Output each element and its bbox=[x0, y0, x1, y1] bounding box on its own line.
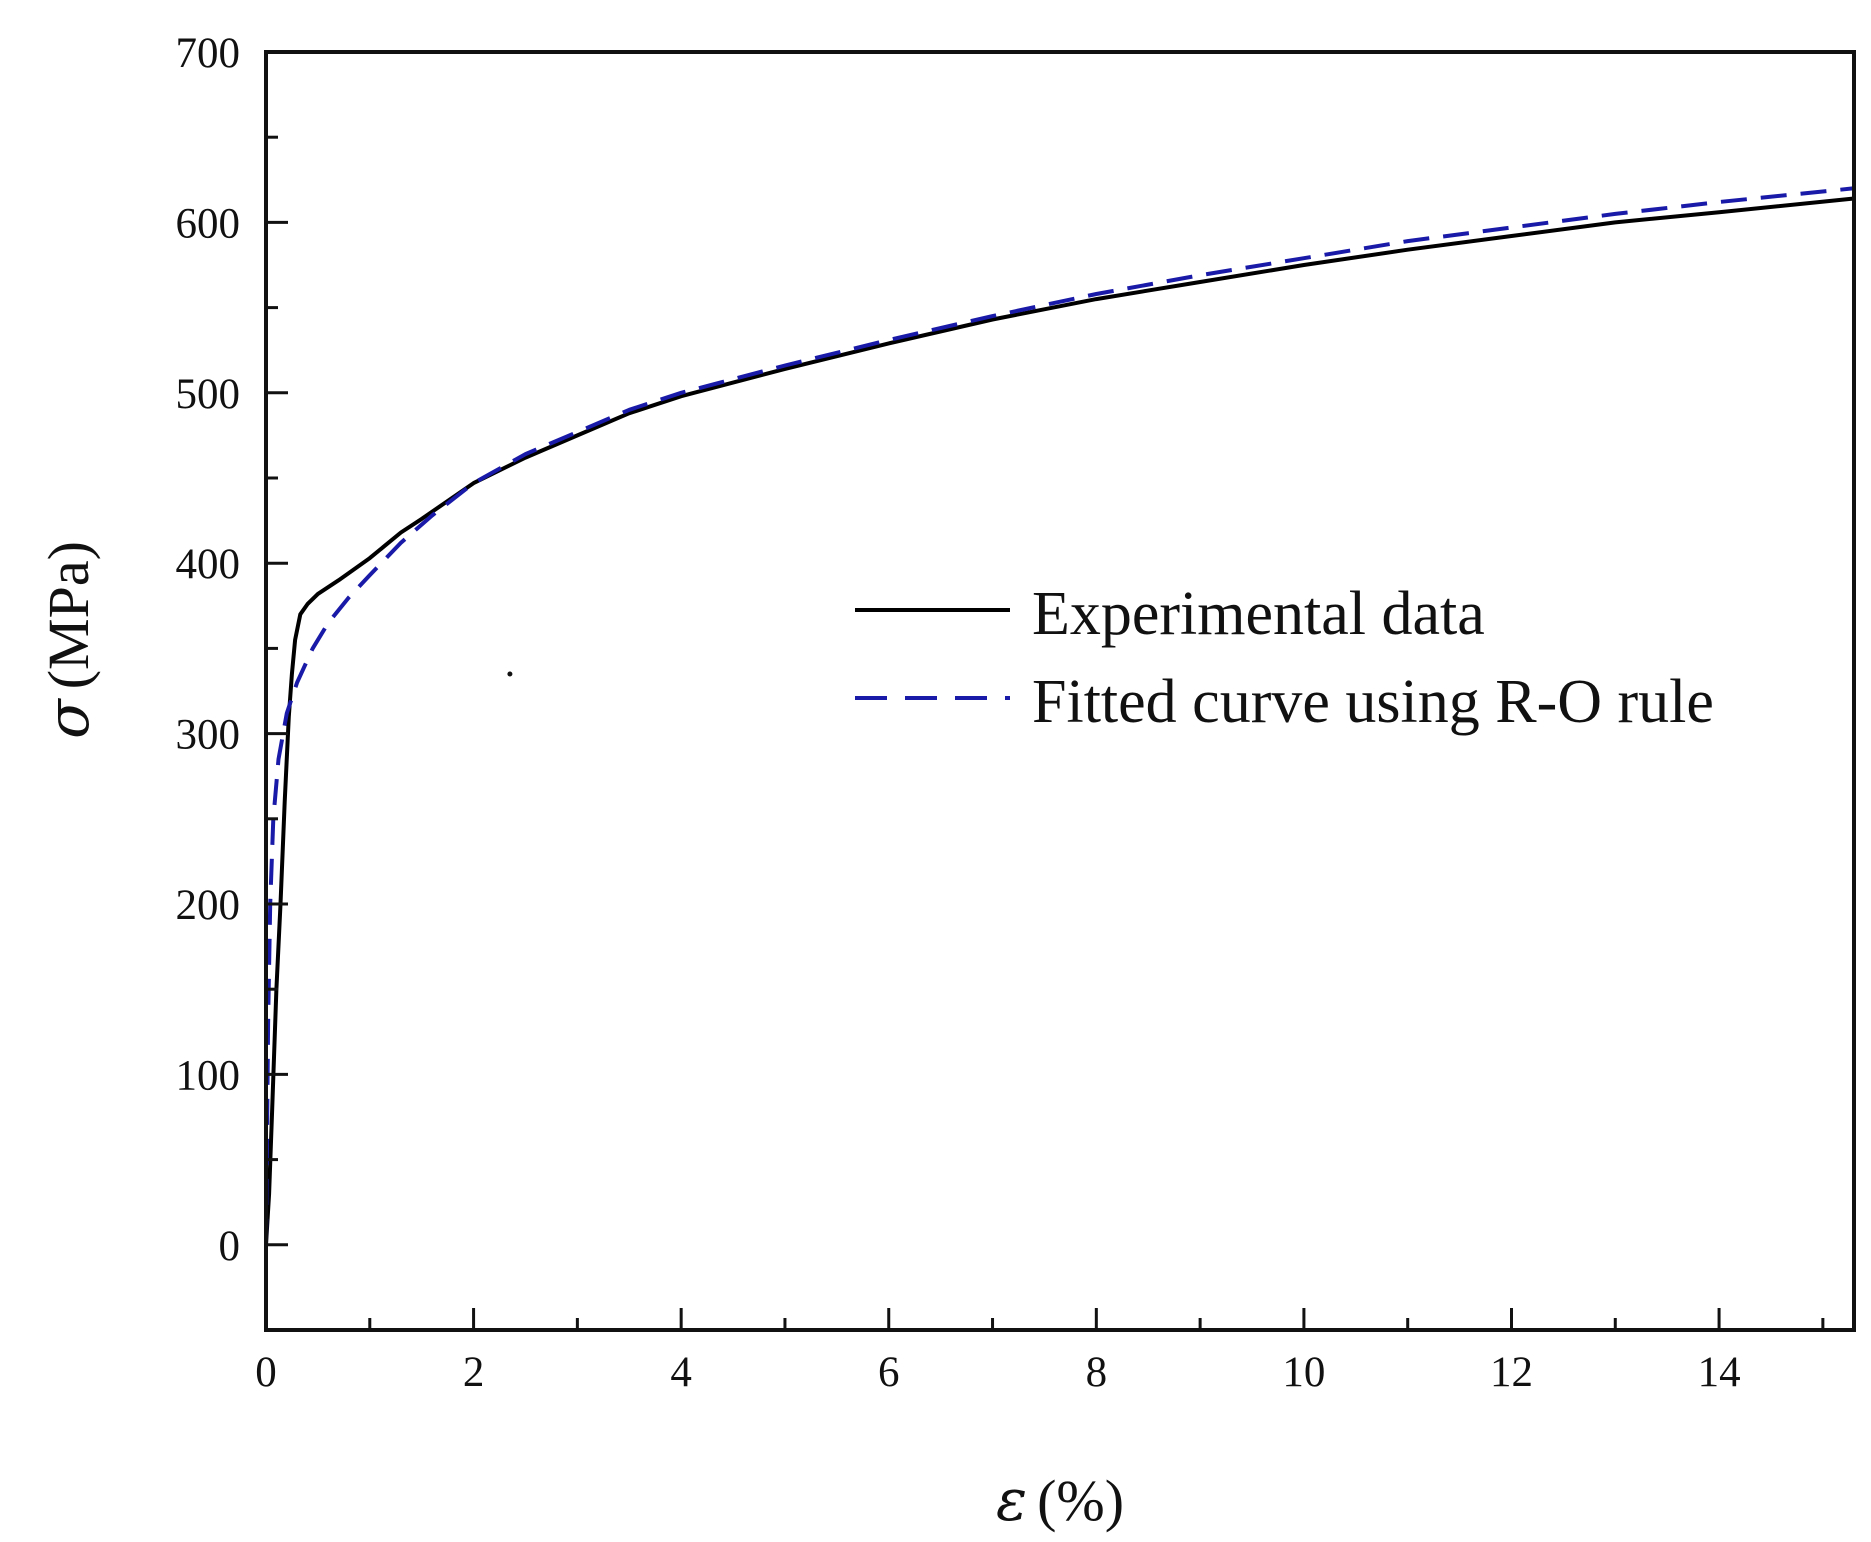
y-tick-label: 200 bbox=[176, 882, 241, 929]
plot-area-frame bbox=[264, 50, 1856, 1332]
axis-ticks bbox=[264, 50, 1825, 1330]
x-axis-title: ε (%) bbox=[996, 1466, 1124, 1534]
x-tick-label: 12 bbox=[1490, 1349, 1533, 1396]
x-tick-label: 4 bbox=[670, 1349, 692, 1396]
y-tick-label: 0 bbox=[219, 1223, 241, 1270]
x-tick-label: 14 bbox=[1698, 1349, 1741, 1396]
x-tick-label: 6 bbox=[878, 1349, 900, 1396]
y-axis-title: σ (MPa) bbox=[34, 541, 102, 739]
legend-label-experimental: Experimental data bbox=[1032, 580, 1485, 648]
stray-dot-mark bbox=[507, 671, 513, 677]
y-tick-label: 400 bbox=[176, 541, 241, 588]
series-line-fitted bbox=[264, 186, 1855, 1245]
y-tick-label: 500 bbox=[176, 371, 241, 418]
y-axis-symbol: σ bbox=[34, 698, 102, 739]
y-tick-label: 100 bbox=[176, 1052, 241, 1099]
legend-label-fitted: Fitted curve using R-O rule bbox=[1032, 668, 1714, 736]
x-tick-label: 0 bbox=[255, 1349, 277, 1396]
y-axis-unit: (MPa) bbox=[36, 541, 101, 689]
y-tick-label: 300 bbox=[176, 712, 241, 759]
x-tick-label: 8 bbox=[1086, 1349, 1108, 1396]
x-axis-symbol: ε bbox=[996, 1466, 1027, 1534]
x-axis-unit: (%) bbox=[1037, 1468, 1124, 1533]
legend: Experimental data Fitted curve using R-O… bbox=[855, 580, 1714, 736]
x-tick-label: 10 bbox=[1282, 1349, 1325, 1396]
axis-tick-labels: 0 2 4 6 8 10 12 14 0 100 200 300 400 500 600 700 bbox=[176, 30, 1741, 1396]
y-tick-label: 700 bbox=[176, 30, 241, 77]
x-tick-label: 2 bbox=[463, 1349, 485, 1396]
series-layer bbox=[264, 186, 1855, 1245]
y-tick-label: 600 bbox=[176, 200, 241, 247]
